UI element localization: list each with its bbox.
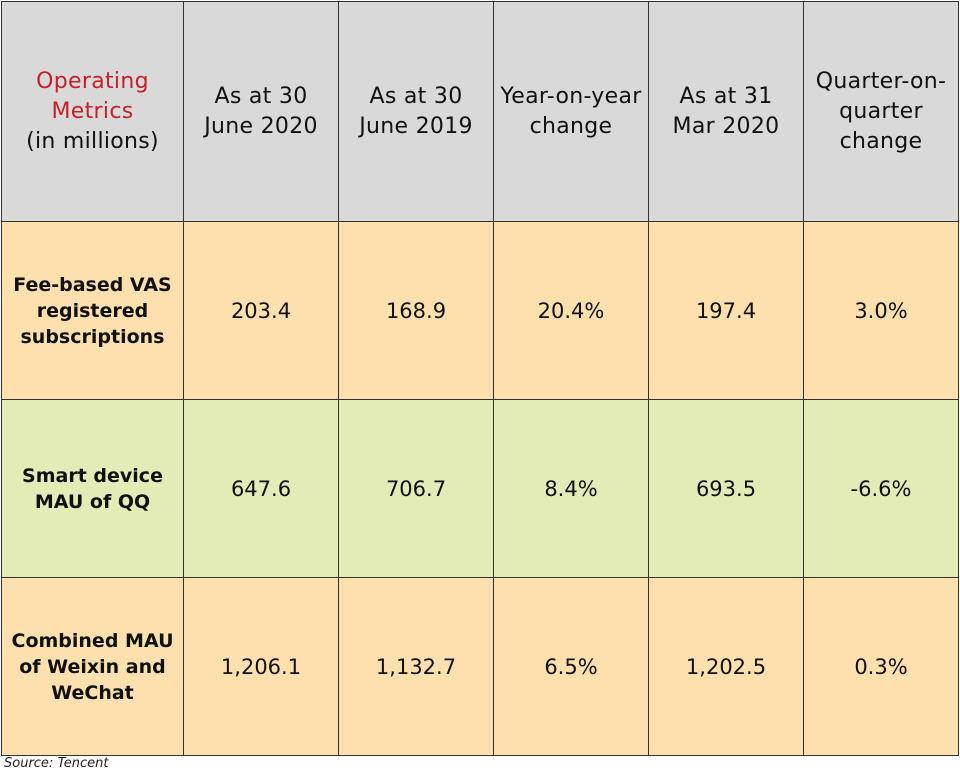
operating-metrics-table: Operating Metrics (in millions) As at 30… xyxy=(1,1,959,756)
table-cell: 6.5% xyxy=(493,577,649,756)
table-cell: 1,206.1 xyxy=(183,577,339,756)
table-cell: 197.4 xyxy=(648,221,804,400)
header-col-0: As at 30 June 2020 xyxy=(183,1,339,222)
table-cell: 647.6 xyxy=(183,399,339,578)
table-cell: 1,132.7 xyxy=(338,577,494,756)
row-label: Combined MAU of Weixin and WeChat xyxy=(1,577,184,756)
table-cell: -6.6% xyxy=(803,399,959,578)
table-header-row: Operating Metrics (in millions) As at 30… xyxy=(1,1,959,222)
table-row: Smart device MAU of QQ 647.6 706.7 8.4% … xyxy=(1,399,959,578)
table-cell: 20.4% xyxy=(493,221,649,400)
header-metric-unit: (in millions) xyxy=(26,128,159,154)
table-row: Fee-based VAS registered subscriptions 2… xyxy=(1,221,959,400)
row-label: Fee-based VAS registered subscriptions xyxy=(1,221,184,400)
header-col-2: Year-on-year change xyxy=(493,1,649,222)
table-cell: 706.7 xyxy=(338,399,494,578)
table-cell: 693.5 xyxy=(648,399,804,578)
header-metric-label: Operating Metrics (in millions) xyxy=(1,1,184,222)
table-cell: 0.3% xyxy=(803,577,959,756)
table-row: Combined MAU of Weixin and WeChat 1,206.… xyxy=(1,577,959,756)
header-col-4: Quarter-on-quarter change xyxy=(803,1,959,222)
table-cell: 168.9 xyxy=(338,221,494,400)
table-cell: 3.0% xyxy=(803,221,959,400)
table-cell: 203.4 xyxy=(183,221,339,400)
header-col-3: As at 31 Mar 2020 xyxy=(648,1,804,222)
table-cell: 1,202.5 xyxy=(648,577,804,756)
header-metric-title: Operating Metrics xyxy=(36,68,149,124)
header-col-1: As at 30 June 2019 xyxy=(338,1,494,222)
row-label: Smart device MAU of QQ xyxy=(1,399,184,578)
table-cell: 8.4% xyxy=(493,399,649,578)
source-note: Source: Tencent xyxy=(4,756,109,771)
